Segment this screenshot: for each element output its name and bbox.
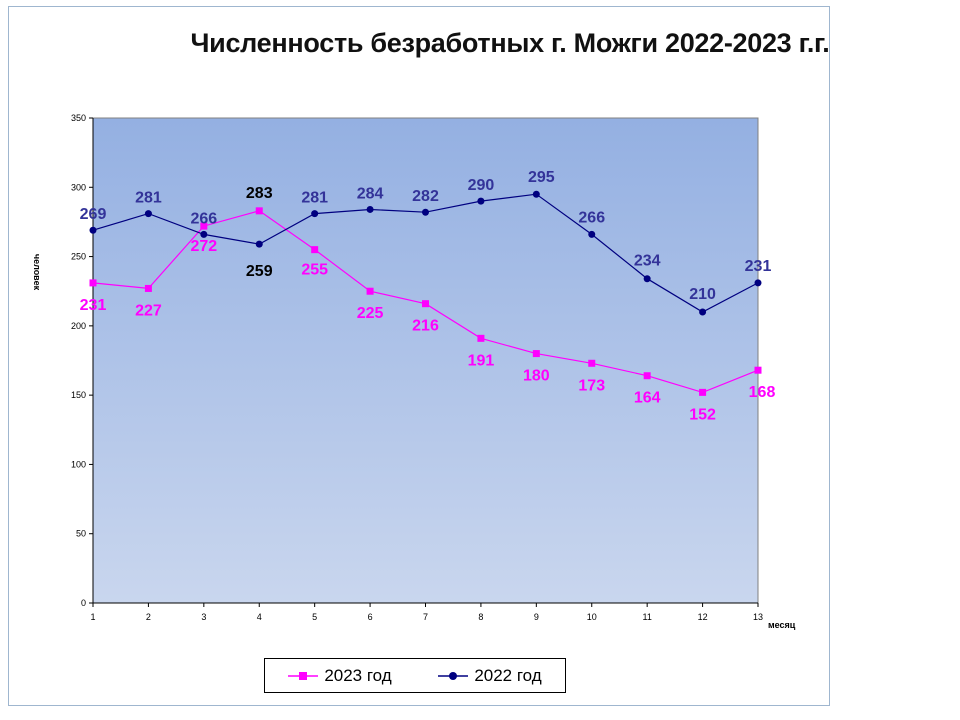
x-tick-label: 2: [146, 612, 151, 622]
chart-title: Численность безработных г. Можги 2022-20…: [190, 28, 830, 58]
data-point-square: [477, 334, 485, 342]
y-tick-label: 150: [71, 390, 86, 400]
data-label: 269: [80, 206, 107, 223]
legend-swatch: [288, 671, 319, 680]
legend-swatch: [438, 671, 469, 680]
data-label: 225: [357, 305, 384, 322]
data-label: 266: [578, 209, 605, 226]
x-tick-label: 3: [201, 612, 206, 622]
data-point-square: [200, 222, 208, 230]
data-label: 173: [578, 377, 605, 394]
data-label: 231: [80, 297, 107, 314]
x-tick-label: 7: [423, 612, 428, 622]
data-label: 290: [468, 177, 495, 194]
data-label: 231: [745, 258, 772, 275]
data-label: 234: [634, 253, 661, 270]
x-tick-label: 11: [642, 612, 651, 622]
data-label: 266: [190, 210, 217, 227]
data-point-square: [699, 388, 707, 396]
x-tick-label: 12: [698, 612, 708, 622]
data-point-square: [311, 246, 319, 254]
legend-label: 2022 год: [474, 665, 542, 685]
data-point-circle: [200, 230, 208, 238]
x-axis-title: месяц: [768, 620, 796, 630]
legend-label: 2023 год: [324, 665, 392, 685]
x-tick-label: 9: [534, 612, 539, 622]
data-point-circle: [255, 240, 263, 248]
data-label: 216: [412, 318, 439, 335]
y-tick-label: 50: [76, 529, 86, 539]
x-tick-label: 6: [368, 612, 373, 622]
data-label: 272: [190, 238, 217, 255]
data-label: 168: [749, 384, 776, 401]
data-point-circle: [311, 210, 319, 218]
y-tick-label: 350: [71, 113, 86, 123]
data-label: 180: [523, 368, 550, 385]
data-point-circle: [144, 210, 152, 218]
data-point-square: [754, 366, 762, 374]
data-label: 281: [135, 190, 162, 207]
data-point-circle: [588, 230, 596, 238]
y-tick-label: 0: [81, 598, 86, 608]
data-point-square: [532, 350, 540, 358]
data-point-square: [366, 287, 374, 295]
data-point-circle: [754, 279, 762, 287]
x-tick-label: 13: [753, 612, 763, 622]
y-tick-label: 250: [71, 252, 86, 262]
x-tick-label: 10: [587, 612, 597, 622]
data-point-circle: [532, 190, 540, 198]
chart-frame: [8, 6, 830, 706]
data-label: 227: [135, 302, 162, 319]
data-label: 191: [468, 352, 495, 369]
data-point-square: [255, 207, 263, 215]
data-label: 210: [689, 286, 716, 303]
data-label: 283: [246, 185, 273, 202]
plot-area: [92, 117, 759, 604]
data-point-square: [144, 284, 152, 292]
data-point-square: [588, 359, 596, 367]
x-tick-label: 8: [478, 612, 483, 622]
data-point-square: [89, 279, 97, 287]
data-label: 281: [301, 190, 328, 207]
y-axis-title: человек: [32, 254, 42, 291]
x-tick-label: 4: [257, 612, 262, 622]
data-label: 282: [412, 188, 439, 205]
data-label: 152: [689, 406, 716, 423]
y-tick-label: 300: [71, 182, 86, 192]
data-label: 284: [357, 185, 384, 202]
data-label: 255: [301, 262, 328, 279]
data-label: 259: [246, 263, 273, 280]
data-point-circle: [643, 275, 651, 283]
x-tick-label: 1: [90, 612, 95, 622]
legend-item: 2023 год: [288, 665, 392, 686]
data-point-circle: [699, 308, 707, 316]
data-point-circle: [477, 197, 485, 205]
legend: 2023 год 2022 год: [264, 658, 566, 693]
data-point-square: [643, 372, 651, 380]
data-label: 295: [528, 169, 555, 186]
legend-item: 2022 год: [438, 665, 542, 686]
data-point-circle: [366, 205, 374, 213]
y-tick-label: 200: [71, 321, 86, 331]
x-tick-label: 5: [312, 612, 317, 622]
data-label: 164: [634, 390, 661, 407]
data-point-circle: [422, 208, 429, 216]
y-tick-label: 100: [71, 459, 86, 469]
data-point-square: [422, 300, 429, 308]
data-point-circle: [89, 226, 97, 234]
